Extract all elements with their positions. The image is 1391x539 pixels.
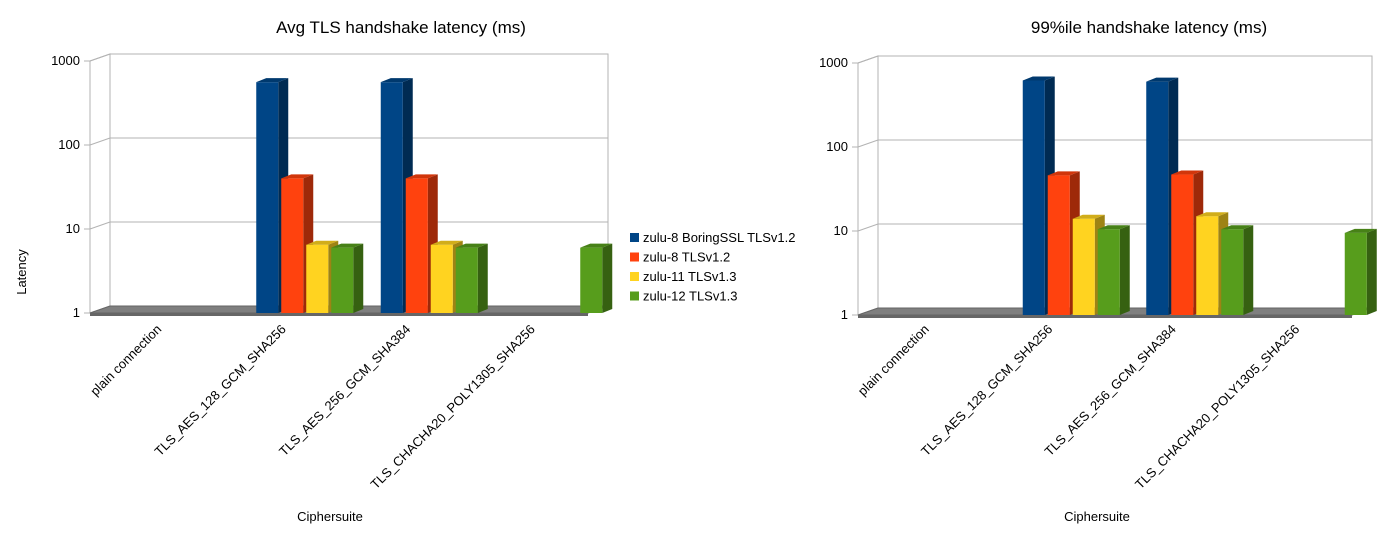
gridline-side [89,137,111,146]
bar-top [331,243,364,248]
legend-item-zulu-8-tlsv1-2: zulu-8 TLSv1.2 [630,250,730,265]
bar-zulu-12-tlsv1-3-tls-aes-128-gcm-sha256[interactable] [1097,225,1130,315]
avg-latency-chart: 1 10 100 1000 plain connectionTLS_AES_128_GC… [14,18,613,524]
bar-side [1119,225,1130,315]
gridline-side [89,53,111,62]
bar-front [405,178,428,313]
gridline-side [857,139,879,148]
legend-item-zulu-8-boringssl-tlsv1-2: zulu-8 BoringSSL TLSv1.2 [630,230,795,245]
legend-swatch [630,233,639,242]
bar-top [455,243,488,248]
bar-top [1171,170,1204,175]
legend-item-zulu-12-tlsv1-3: zulu-12 TLSv1.3 [630,289,737,304]
bar-top [1072,214,1105,219]
gridline-side [857,223,879,232]
bar-front [1344,232,1367,315]
legend-label: zulu-8 TLSv1.2 [643,250,730,265]
bar-zulu-12-tlsv1-3-tls-aes-128-gcm-sha256[interactable] [331,243,364,313]
bar-top [306,240,339,245]
bar-front [1097,229,1120,315]
y-tick-label: 10 [834,223,848,238]
x-tick-label: TLS_AES_128_GCM_SHA256 [152,322,289,459]
bar-front [1022,80,1045,316]
plot-floor-edge [90,313,588,316]
bar-front [430,244,453,313]
legend-label: zulu-8 BoringSSL TLSv1.2 [643,230,795,245]
x-tick-label: plain connection [87,322,164,399]
p99-latency-chart: 1 10 100 1000 plain connectionTLS_AES_128_GC… [819,18,1377,524]
bar-zulu-12-tlsv1-3-tls-aes-256-gcm-sha384[interactable] [455,243,488,313]
x-tick-label: TLS_AES_256_GCM_SHA384 [276,322,413,459]
plot-floor-edge [858,315,1352,318]
bar-top [256,78,289,83]
bar-side [353,243,364,313]
bar-front [1221,229,1244,315]
bar-side [477,243,488,313]
x-axis-label: Ciphersuite [1064,509,1130,524]
y-tick-label: 10 [66,221,80,236]
y-tick-label: 1 [73,305,80,320]
bar-top [405,174,438,179]
bar-side [1243,225,1254,315]
bar-front [455,247,478,313]
y-tick-label: 1000 [819,55,848,70]
gridline-side [857,55,879,64]
bar-front [1196,216,1219,315]
chart-title: 99%ile handshake latency (ms) [1031,18,1267,37]
bar-top [1097,225,1130,230]
y-tick-label: 1 [841,307,848,322]
bar-front [256,82,279,313]
bar-zulu-12-tlsv1-3-tls-aes-256-gcm-sha384[interactable] [1221,225,1254,315]
legend-label: zulu-12 TLSv1.3 [643,289,737,304]
x-axis-label: Ciphersuite [297,509,363,524]
bar-top [1047,171,1080,176]
y-axis-label: Latency [14,249,29,295]
bar-front [1171,174,1194,315]
bar-front [1047,175,1070,315]
bar-zulu-12-tlsv1-3-tls-chacha20-poly1305-sha256[interactable] [580,243,613,313]
bar-side [1366,228,1377,315]
legend-swatch [630,272,639,281]
bar-top [1221,225,1254,230]
bar-front [306,244,329,313]
x-tick-label: TLS_AES_128_GCM_SHA256 [918,322,1055,459]
gridline-side [89,221,111,230]
bar-front [331,247,354,313]
bar-top [1344,228,1377,233]
legend: zulu-8 BoringSSL TLSv1.2 zulu-8 TLSv1.2 zu… [630,230,795,304]
y-tick-label: 1000 [51,53,80,68]
x-tick-label: TLS_AES_256_GCM_SHA384 [1042,322,1179,459]
bar-top [1022,76,1055,81]
bar-front [380,82,403,313]
bar-front [1072,218,1095,315]
bar-top [1196,212,1229,217]
y-tick-label: 100 [58,137,80,152]
bar-top [380,78,413,83]
bar-top [580,243,613,248]
bar-front [580,247,603,313]
bar-front [1146,81,1169,316]
legend-item-zulu-11-tlsv1-3: zulu-11 TLSv1.3 [630,269,736,284]
x-tick-label: plain connection [855,322,932,399]
legend-swatch [630,291,639,301]
bar-top [1146,77,1179,82]
bar-top [430,240,463,245]
y-tick-label: 100 [826,139,848,154]
bar-zulu-12-tlsv1-3-tls-chacha20-poly1305-sha256[interactable] [1344,228,1377,315]
bar-side [602,243,613,313]
chart-title: Avg TLS handshake latency (ms) [276,18,526,37]
bar-top [281,174,314,179]
legend-swatch [630,252,639,262]
plot-side-wall [857,55,879,316]
legend-label: zulu-11 TLSv1.3 [643,269,736,284]
bar-front [281,178,304,313]
plot-side-wall [89,53,111,314]
bar-zulu-8-boringssl-tlsv1-2-tls-aes-128-gcm-sha256[interactable] [256,78,289,313]
